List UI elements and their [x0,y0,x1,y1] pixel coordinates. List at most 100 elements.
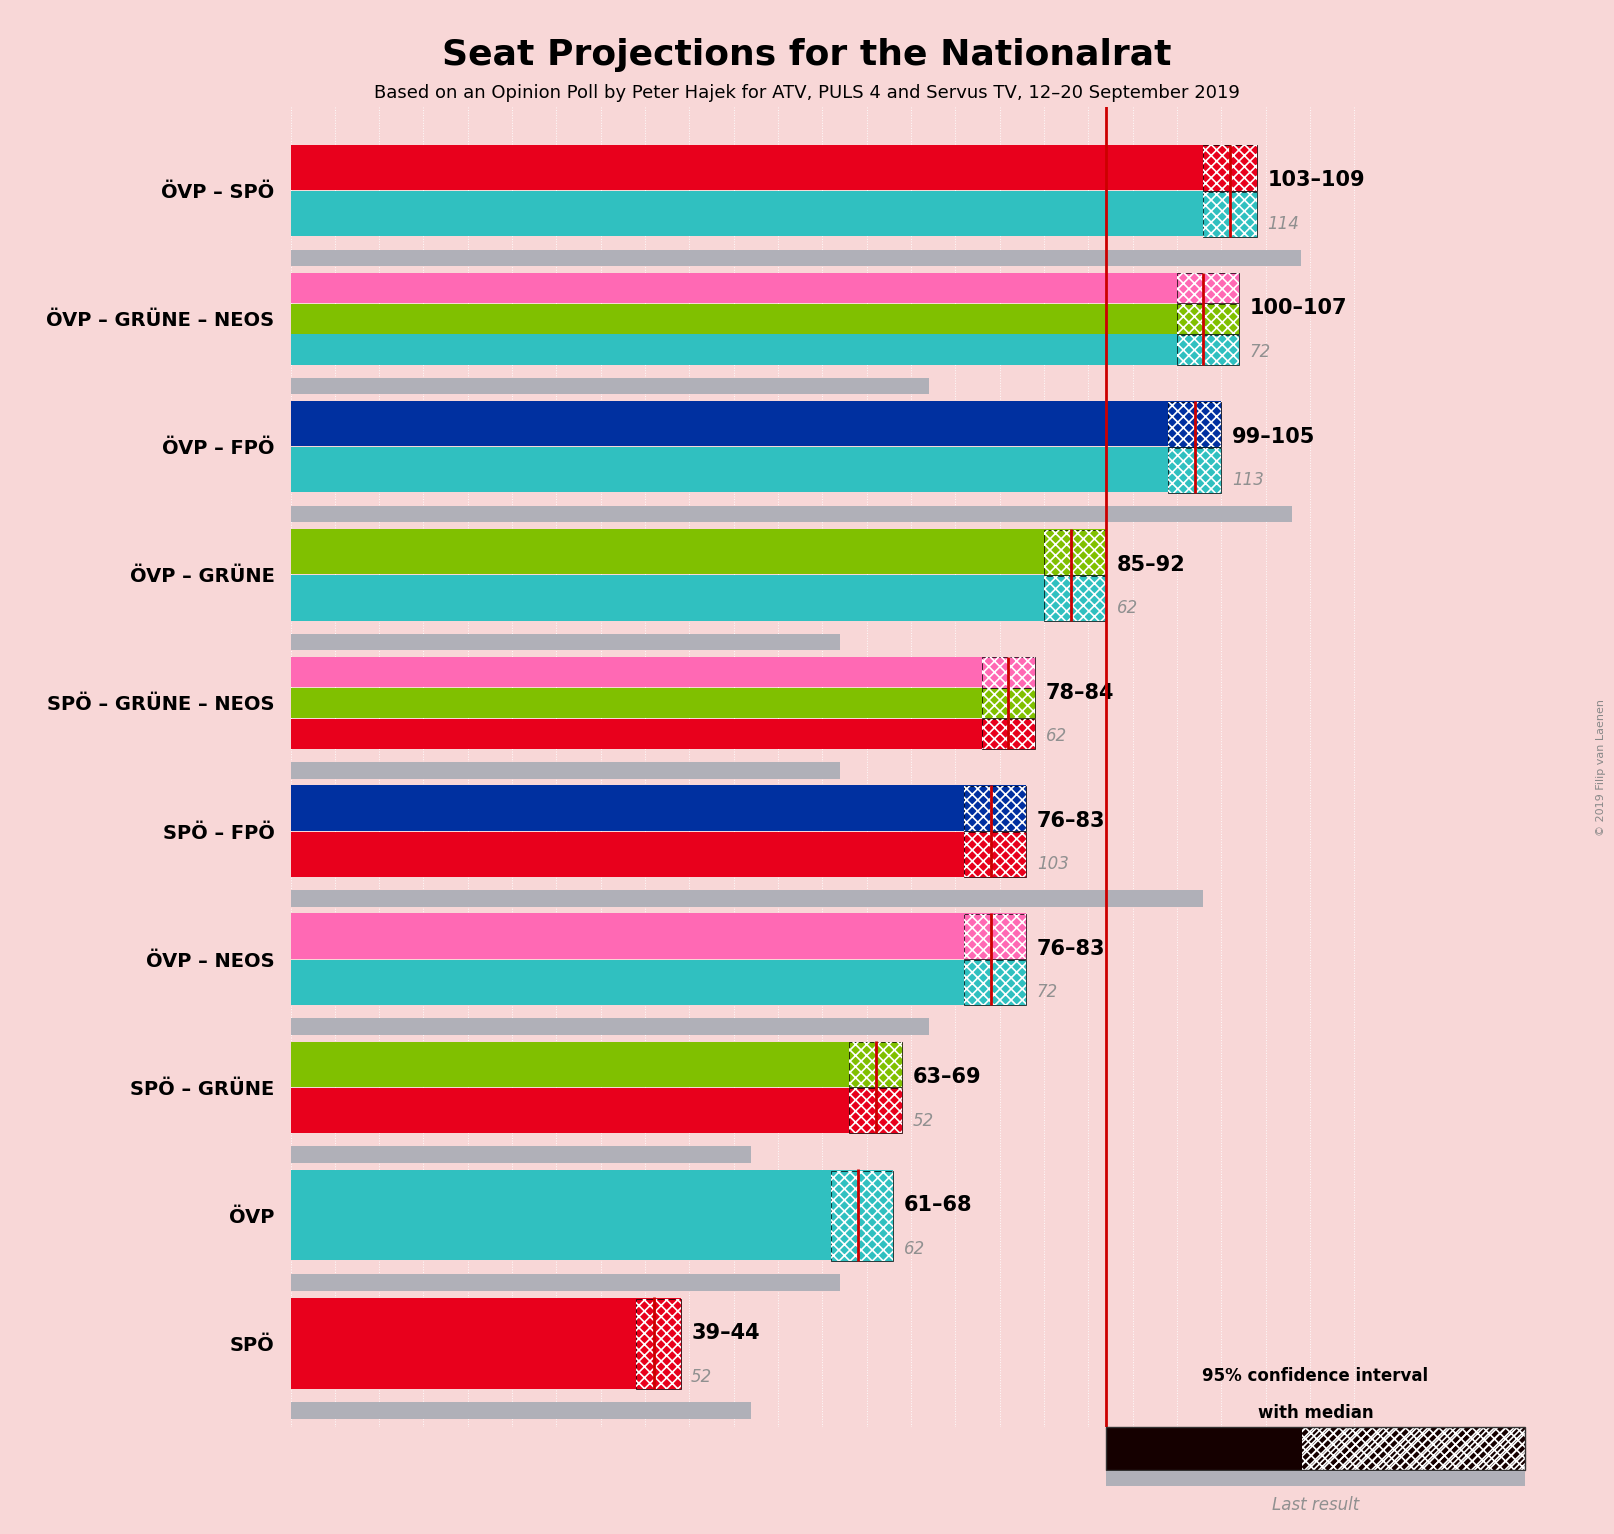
Bar [291,657,1035,687]
Bar [291,575,1106,621]
Bar [291,402,1222,446]
Text: 76–83: 76–83 [1036,811,1106,831]
Bar [831,1170,893,1261]
Bar [1169,448,1222,492]
Text: 76–83: 76–83 [1036,939,1106,959]
Bar [1106,1427,1525,1470]
Bar [291,718,1035,749]
Bar [981,689,1035,718]
Bar [981,689,1035,718]
Text: 72: 72 [1249,344,1270,360]
Bar [964,914,1027,959]
Bar [1044,575,1106,621]
Text: 100–107: 100–107 [1249,299,1348,319]
Bar [1302,1427,1525,1470]
Bar [981,719,1035,749]
Bar [1177,273,1240,304]
Text: 99–105: 99–105 [1231,426,1315,446]
Bar [1044,529,1106,575]
Bar [291,687,1035,718]
Bar [1177,304,1240,334]
Bar [291,334,1240,365]
Bar [291,192,1257,236]
Bar [636,1299,681,1390]
Bar [1204,146,1257,190]
Text: 103: 103 [1036,856,1068,873]
Bar [291,273,1240,304]
Text: 78–84: 78–84 [1046,683,1114,703]
Bar [291,1298,681,1388]
Bar [291,506,1293,523]
Bar [981,658,1035,687]
Bar [964,960,1027,1005]
Bar [291,1146,752,1163]
Bar [636,1299,681,1390]
Bar [1204,146,1257,190]
Text: Last result: Last result [1272,1496,1359,1514]
Bar [291,831,1027,877]
Text: 61–68: 61–68 [904,1195,972,1215]
Bar [291,890,1204,907]
Bar [291,1088,902,1132]
Text: 39–44: 39–44 [691,1324,760,1344]
Bar [964,785,1027,831]
Bar [849,1088,902,1134]
Bar [291,1042,902,1086]
Bar [831,1170,893,1261]
Text: 52: 52 [691,1368,712,1385]
Bar [291,529,1106,574]
Text: 114: 114 [1267,215,1299,233]
Bar [1204,192,1257,236]
Bar [1177,304,1240,334]
Bar [291,304,1240,334]
Bar [291,1275,839,1290]
Bar [291,1019,928,1035]
Bar [964,785,1027,831]
Bar [964,960,1027,1005]
Bar [981,719,1035,749]
Bar [1177,334,1240,365]
Text: 95% confidence interval: 95% confidence interval [1202,1367,1428,1385]
Bar [1106,1427,1302,1470]
Bar [291,448,1222,492]
Bar [849,1042,902,1088]
Bar [964,831,1027,877]
Text: © 2019 Filip van Laenen: © 2019 Filip van Laenen [1596,698,1606,836]
Bar [291,146,1257,190]
Text: 62: 62 [1117,600,1138,617]
Bar [981,658,1035,687]
Bar [1302,1427,1525,1470]
Bar [1169,448,1222,492]
Text: 85–92: 85–92 [1117,555,1185,575]
Text: with median: with median [1257,1405,1374,1422]
Text: 72: 72 [1036,983,1059,1002]
Bar [1169,402,1222,446]
Bar [291,250,1301,267]
Bar [1177,334,1240,365]
Bar [1106,1471,1525,1486]
Bar [291,1170,893,1261]
Bar [291,960,1027,1005]
Bar [1302,1427,1525,1470]
Bar [849,1042,902,1088]
Bar [964,831,1027,877]
Bar [1177,273,1240,304]
Text: Based on an Opinion Poll by Peter Hajek for ATV, PULS 4 and Servus TV, 12–20 Sep: Based on an Opinion Poll by Peter Hajek … [374,84,1240,103]
Bar [1044,529,1106,575]
Text: 62: 62 [904,1239,925,1258]
Bar [291,634,839,650]
Bar [291,762,839,779]
Bar [291,913,1027,959]
Bar [291,1402,752,1419]
Text: 103–109: 103–109 [1267,170,1365,190]
Bar [291,377,928,394]
Bar [1044,575,1106,621]
Bar [291,785,1027,830]
Text: 113: 113 [1231,471,1264,489]
Bar [849,1088,902,1134]
Bar [1204,192,1257,236]
Text: 52: 52 [914,1112,935,1129]
Text: Seat Projections for the Nationalrat: Seat Projections for the Nationalrat [442,38,1172,72]
Text: 63–69: 63–69 [914,1068,981,1088]
Bar [964,914,1027,959]
